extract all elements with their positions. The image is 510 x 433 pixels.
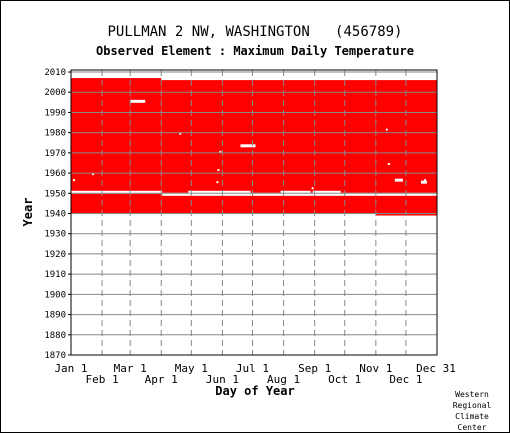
x-tick-label-jun-1: Jun 1 [206,373,239,386]
y-tick-label-2000: 2000 [44,88,66,98]
y-tick-label-1960: 1960 [44,169,66,179]
missing-day-7 [385,128,388,131]
x-tick-label-may-1: May 1 [175,362,208,375]
y-tick-label-1950: 1950 [44,189,66,199]
credit-line-1: Western [455,390,489,399]
missing-day-9 [423,179,426,182]
y-tick-label-1940: 1940 [44,210,66,220]
x-tick-label-sep-1: Sep 1 [298,362,331,375]
y-tick-label-1910: 1910 [44,270,66,280]
chart-subtitle: Observed Element : Maximum Daily Tempera… [96,44,414,58]
missing-streak-2 [130,99,146,103]
missing-day-5 [219,150,222,153]
y-tick-label-1900: 1900 [44,290,66,300]
x-tick-label-jul-1: Jul 1 [236,362,269,375]
y-axis-label: Year [21,198,35,227]
y-tick-label-1990: 1990 [44,108,66,118]
credit-block: Western Regional Climate Center [442,389,502,433]
missing-streak-0 [71,190,163,194]
x-tick-label-nov-1: Nov 1 [359,362,392,375]
x-axis-label: Day of Year [215,384,294,398]
y-tick-label-1980: 1980 [44,129,66,139]
x-tick-label-dec-31: Dec 31 [416,362,456,375]
y-tick-label-1890: 1890 [44,311,66,321]
x-tick-label-apr-1: Apr 1 [145,373,178,386]
missing-day-1 [92,173,95,176]
missing-day-2 [179,132,182,135]
credit-line-2: Regional [452,401,492,410]
y-tick-label-1920: 1920 [44,250,66,260]
plot-border [70,69,438,356]
x-tick-label-mar-1: Mar 1 [114,362,147,375]
x-tick-label-jan-1: Jan 1 [54,362,87,375]
x-tick-label-feb-1: Feb 1 [86,373,119,386]
y-tick-label-1870: 1870 [44,351,66,361]
missing-streak-3 [240,144,256,148]
missing-day-3 [216,181,219,184]
missing-day-6 [311,187,314,190]
missing-day-0 [73,179,76,182]
missing-streak-6 [312,190,341,194]
missing-streak-8 [420,180,427,184]
missing-day-8 [387,162,390,165]
x-tick-label-aug-1: Aug 1 [267,373,300,386]
credit-line-4: Center [457,423,487,432]
missing-streak-1 [162,192,437,196]
missing-streak-4 [188,190,251,194]
credit-line-3: Climate [455,412,489,421]
y-tick-label-1970: 1970 [44,149,66,159]
x-tick-label-dec-1: Dec 1 [389,373,422,386]
missing-streak-7 [394,178,403,182]
y-tick-label-2010: 2010 [44,68,66,78]
y-tick-label-1930: 1930 [44,230,66,240]
missing-streak-5 [280,190,311,194]
chart-title: PULLMAN 2 NW, WASHINGTON (456789) [107,24,403,40]
y-tick-label-1880: 1880 [44,331,66,341]
missing-day-4 [217,169,220,172]
x-tick-label-oct-1: Oct 1 [328,373,361,386]
